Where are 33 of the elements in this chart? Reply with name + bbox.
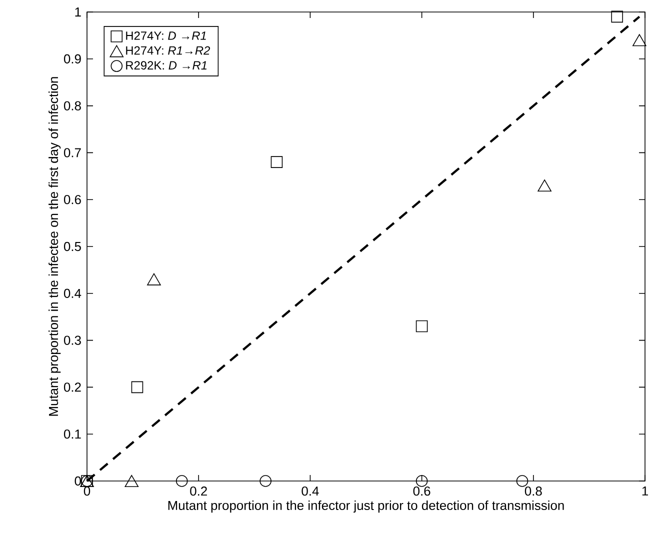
legend-label: H274Y: D →R1	[126, 31, 206, 40]
y-tick-label: 0.2	[64, 382, 81, 392]
point	[131, 381, 144, 394]
point	[147, 273, 161, 286]
y-tick-label: 0	[74, 476, 81, 486]
y-tick-label: 0.3	[64, 336, 81, 345]
point	[416, 475, 428, 487]
legend-label: H274Y: R1→R2	[126, 46, 210, 55]
point	[260, 475, 272, 487]
y-tick-label: 0.8	[64, 101, 81, 110]
x-tick-label: 0.8	[524, 486, 542, 496]
y-tick-label: 0.6	[64, 195, 81, 204]
point	[632, 34, 646, 46]
x-tick-label: 0.6	[413, 486, 430, 496]
point	[538, 180, 552, 192]
y-tick-label: 0.4	[64, 288, 82, 298]
point	[416, 320, 428, 332]
y-tick-label: 0.7	[64, 148, 81, 158]
point	[176, 475, 188, 487]
point	[270, 156, 283, 168]
point	[516, 475, 528, 487]
legend-label: R292K: D →R1	[126, 61, 207, 70]
point	[611, 10, 624, 23]
y-tick-label: 0.1	[64, 430, 81, 439]
x-tick-label: 0.4	[302, 486, 319, 496]
y-tick-label: 0.5	[64, 242, 81, 252]
x-axis-title: Mutant proportion in the infector just prior to detection of transmission	[168, 500, 564, 513]
y-axis-title: Mutant proportion in the infectee on the first day of infection	[48, 77, 61, 416]
y-tick-label: 1	[75, 8, 81, 16]
y-tick-label: 0.9	[64, 54, 81, 64]
point	[124, 474, 139, 488]
x-tick-label: 0.2	[190, 486, 207, 496]
x-tick-label: 1	[642, 486, 648, 496]
